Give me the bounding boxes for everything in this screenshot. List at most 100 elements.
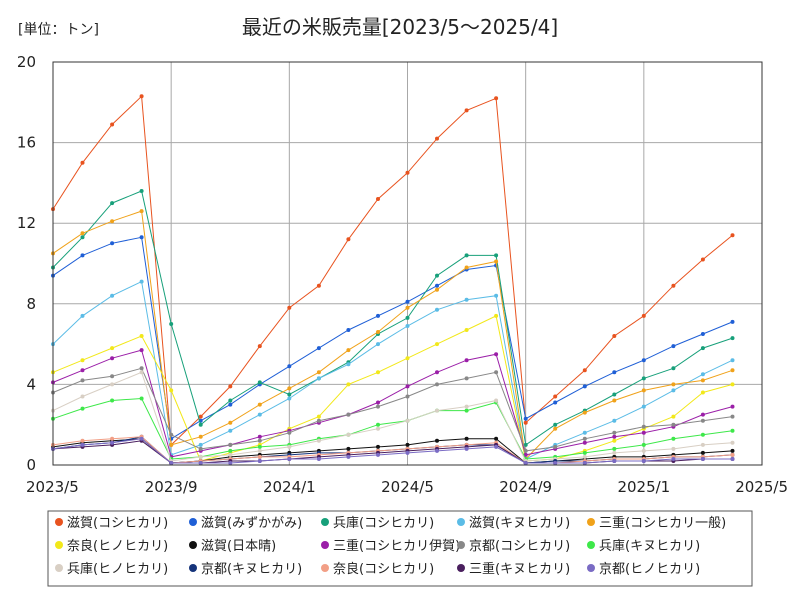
- series-layer: [51, 94, 735, 465]
- legend-item: 奈良(ヒノヒカリ): [55, 538, 168, 554]
- data-point: [700, 457, 705, 461]
- data-point: [405, 305, 410, 310]
- legend-item: 兵庫(ヒノヒカリ): [55, 562, 168, 577]
- data-point: [700, 378, 705, 383]
- data-point: [464, 297, 469, 302]
- series-line: [52, 236, 733, 440]
- data-point: [671, 457, 676, 461]
- plot-frame: [52, 61, 763, 466]
- legend-item: 奈良(コシヒカリ): [321, 561, 434, 577]
- data-point: [110, 201, 115, 206]
- legend-marker: [587, 541, 595, 549]
- legend-label: 京都(キヌヒカリ): [201, 562, 302, 577]
- data-point: [110, 346, 115, 351]
- data-point: [346, 412, 351, 417]
- unit-label: [単位：トン]: [18, 22, 99, 38]
- data-point: [641, 430, 646, 435]
- data-point: [346, 382, 351, 387]
- data-point: [730, 358, 735, 363]
- y-axis-ticks: 0 4 8 12 16 20: [17, 53, 36, 474]
- data-point: [405, 170, 410, 175]
- series: [51, 366, 735, 453]
- data-point: [700, 412, 705, 417]
- data-point: [169, 432, 174, 437]
- data-point: [612, 434, 617, 439]
- data-point: [287, 364, 292, 369]
- x-tick-label: 2025/5: [735, 478, 788, 496]
- data-point: [228, 448, 233, 453]
- data-point: [316, 283, 321, 288]
- data-point: [139, 209, 144, 214]
- data-point: [405, 394, 410, 399]
- chart-title: 最近の米販売量[2023/5～2025/4]: [242, 15, 558, 39]
- data-point: [110, 440, 115, 445]
- data-point: [582, 430, 587, 435]
- data-point: [730, 404, 735, 409]
- data-point: [523, 442, 528, 447]
- legend-item: 滋賀(コシヒカリ): [55, 516, 168, 531]
- x-tick-label: 2023/9: [145, 478, 198, 496]
- data-point: [405, 315, 410, 320]
- data-point: [494, 96, 499, 101]
- data-point: [110, 356, 115, 361]
- data-point: [730, 336, 735, 341]
- data-point: [287, 444, 292, 449]
- data-point: [641, 459, 646, 463]
- data-point: [494, 259, 499, 264]
- data-point: [110, 293, 115, 298]
- legend-marker: [321, 564, 329, 572]
- data-point: [257, 344, 262, 349]
- data-point: [641, 388, 646, 393]
- data-point: [582, 436, 587, 441]
- legend-label: 滋賀(みずかがみ): [201, 516, 302, 531]
- data-point: [641, 358, 646, 363]
- data-point: [287, 305, 292, 310]
- legend-label: 滋賀(日本晴): [201, 539, 276, 554]
- series-line: [52, 315, 733, 462]
- data-point: [80, 438, 85, 443]
- data-point: [110, 382, 115, 387]
- data-point: [435, 438, 439, 443]
- data-point: [700, 372, 705, 377]
- data-point: [612, 370, 617, 375]
- data-point: [80, 442, 85, 447]
- data-point: [198, 422, 203, 427]
- data-point: [464, 404, 469, 409]
- legend-marker: [55, 541, 63, 549]
- data-point: [405, 356, 410, 361]
- legend-label: 京都(コシヒカリ): [469, 539, 570, 554]
- data-point: [80, 378, 85, 383]
- data-point: [80, 235, 85, 240]
- data-point: [464, 446, 469, 451]
- legend-item: 滋賀(日本晴): [189, 539, 276, 554]
- legend-label: 滋賀(キヌヒカリ): [469, 516, 570, 531]
- data-point: [553, 444, 558, 449]
- data-point: [553, 422, 558, 427]
- data-point: [376, 422, 380, 427]
- data-point: [316, 414, 321, 419]
- data-point: [494, 444, 499, 449]
- data-point: [346, 432, 351, 437]
- legend-label: 奈良(ヒノヒカリ): [67, 538, 168, 554]
- data-point: [376, 426, 380, 431]
- data-point: [494, 352, 499, 357]
- data-point: [346, 446, 351, 451]
- legend-marker: [587, 564, 595, 572]
- data-point: [730, 440, 735, 445]
- data-point: [494, 370, 499, 375]
- series: [51, 313, 735, 463]
- data-point: [671, 414, 676, 419]
- data-point: [257, 402, 262, 407]
- data-point: [582, 454, 587, 459]
- data-point: [553, 461, 558, 465]
- data-point: [198, 442, 203, 447]
- x-tick-label: 2023/5: [26, 478, 79, 496]
- data-point: [80, 406, 85, 411]
- series: [51, 94, 735, 447]
- series: [51, 436, 735, 465]
- legend-item: 兵庫(コシヒカリ): [321, 516, 434, 531]
- data-point: [228, 420, 233, 425]
- data-point: [228, 398, 233, 403]
- data-point: [700, 257, 705, 262]
- data-point: [287, 386, 292, 391]
